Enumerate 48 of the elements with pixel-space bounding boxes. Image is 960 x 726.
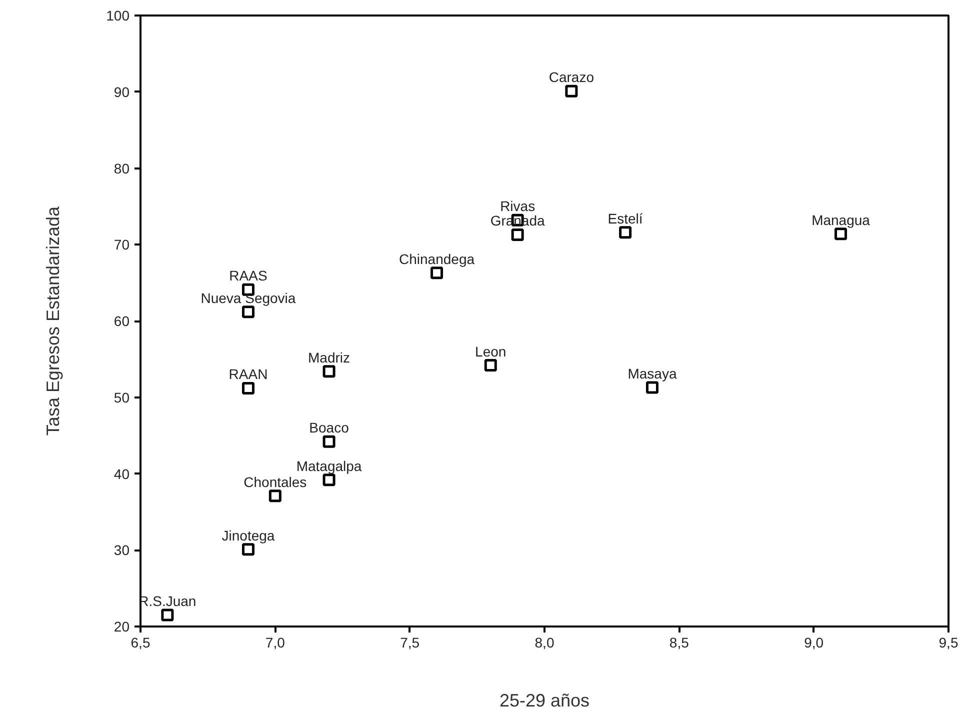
point — [161, 608, 174, 622]
point — [268, 490, 282, 502]
y-tick-label: 60 — [114, 313, 130, 329]
point — [242, 543, 254, 556]
x-tick-label: 7,0 — [265, 634, 286, 650]
annotation: Managua — [812, 212, 870, 228]
annotation: Chontales — [244, 474, 307, 490]
point — [619, 226, 632, 239]
point — [565, 84, 578, 98]
annotation: Nueva Segovia — [200, 290, 296, 306]
annotation: Matagalpa — [296, 458, 362, 474]
point — [646, 381, 658, 394]
annotation: Rivas — [500, 198, 536, 214]
annotation: Boaco — [309, 420, 350, 436]
x-tick-label: 7,5 — [400, 634, 420, 650]
x-tick-label: 8,5 — [669, 634, 690, 650]
point — [484, 359, 497, 372]
y-axis-title: Tasa Egresos Estandarizada — [43, 205, 64, 436]
x-axis-title: 25-29 años — [499, 690, 590, 710]
point — [834, 228, 848, 240]
point — [322, 365, 336, 378]
annotation: Estelí — [608, 210, 643, 226]
y-tick-label: 90 — [114, 84, 130, 100]
point — [242, 306, 254, 318]
annotation: Carazo — [548, 69, 594, 86]
y-tick-label: 70 — [114, 236, 130, 253]
x-tick-label: 6,5 — [130, 634, 150, 650]
annotation: Chinandega — [399, 250, 475, 267]
annotation: Jinotega — [222, 527, 275, 544]
annotation: Masaya — [628, 365, 677, 382]
y-tick-label: 80 — [114, 160, 130, 176]
y-tick-label: 40 — [114, 466, 130, 482]
annotation: Madriz — [308, 349, 350, 366]
y-tick-label: 50 — [114, 389, 130, 406]
annotation: Leon — [475, 343, 506, 360]
y-tick-label: 20 — [114, 618, 130, 634]
y-tick-label: 100 — [106, 8, 130, 24]
annotation: RAAN — [228, 366, 268, 382]
x-tick-label: 9,5 — [938, 634, 958, 650]
annotation: RAAS — [229, 268, 268, 284]
point — [511, 228, 524, 241]
x-tick-label: 9,0 — [804, 634, 824, 650]
x-tick-label: 8,0 — [534, 634, 554, 650]
point — [322, 435, 336, 448]
point — [322, 474, 336, 486]
point — [242, 382, 254, 394]
y-tick-label: 30 — [114, 542, 130, 558]
point — [430, 266, 444, 280]
